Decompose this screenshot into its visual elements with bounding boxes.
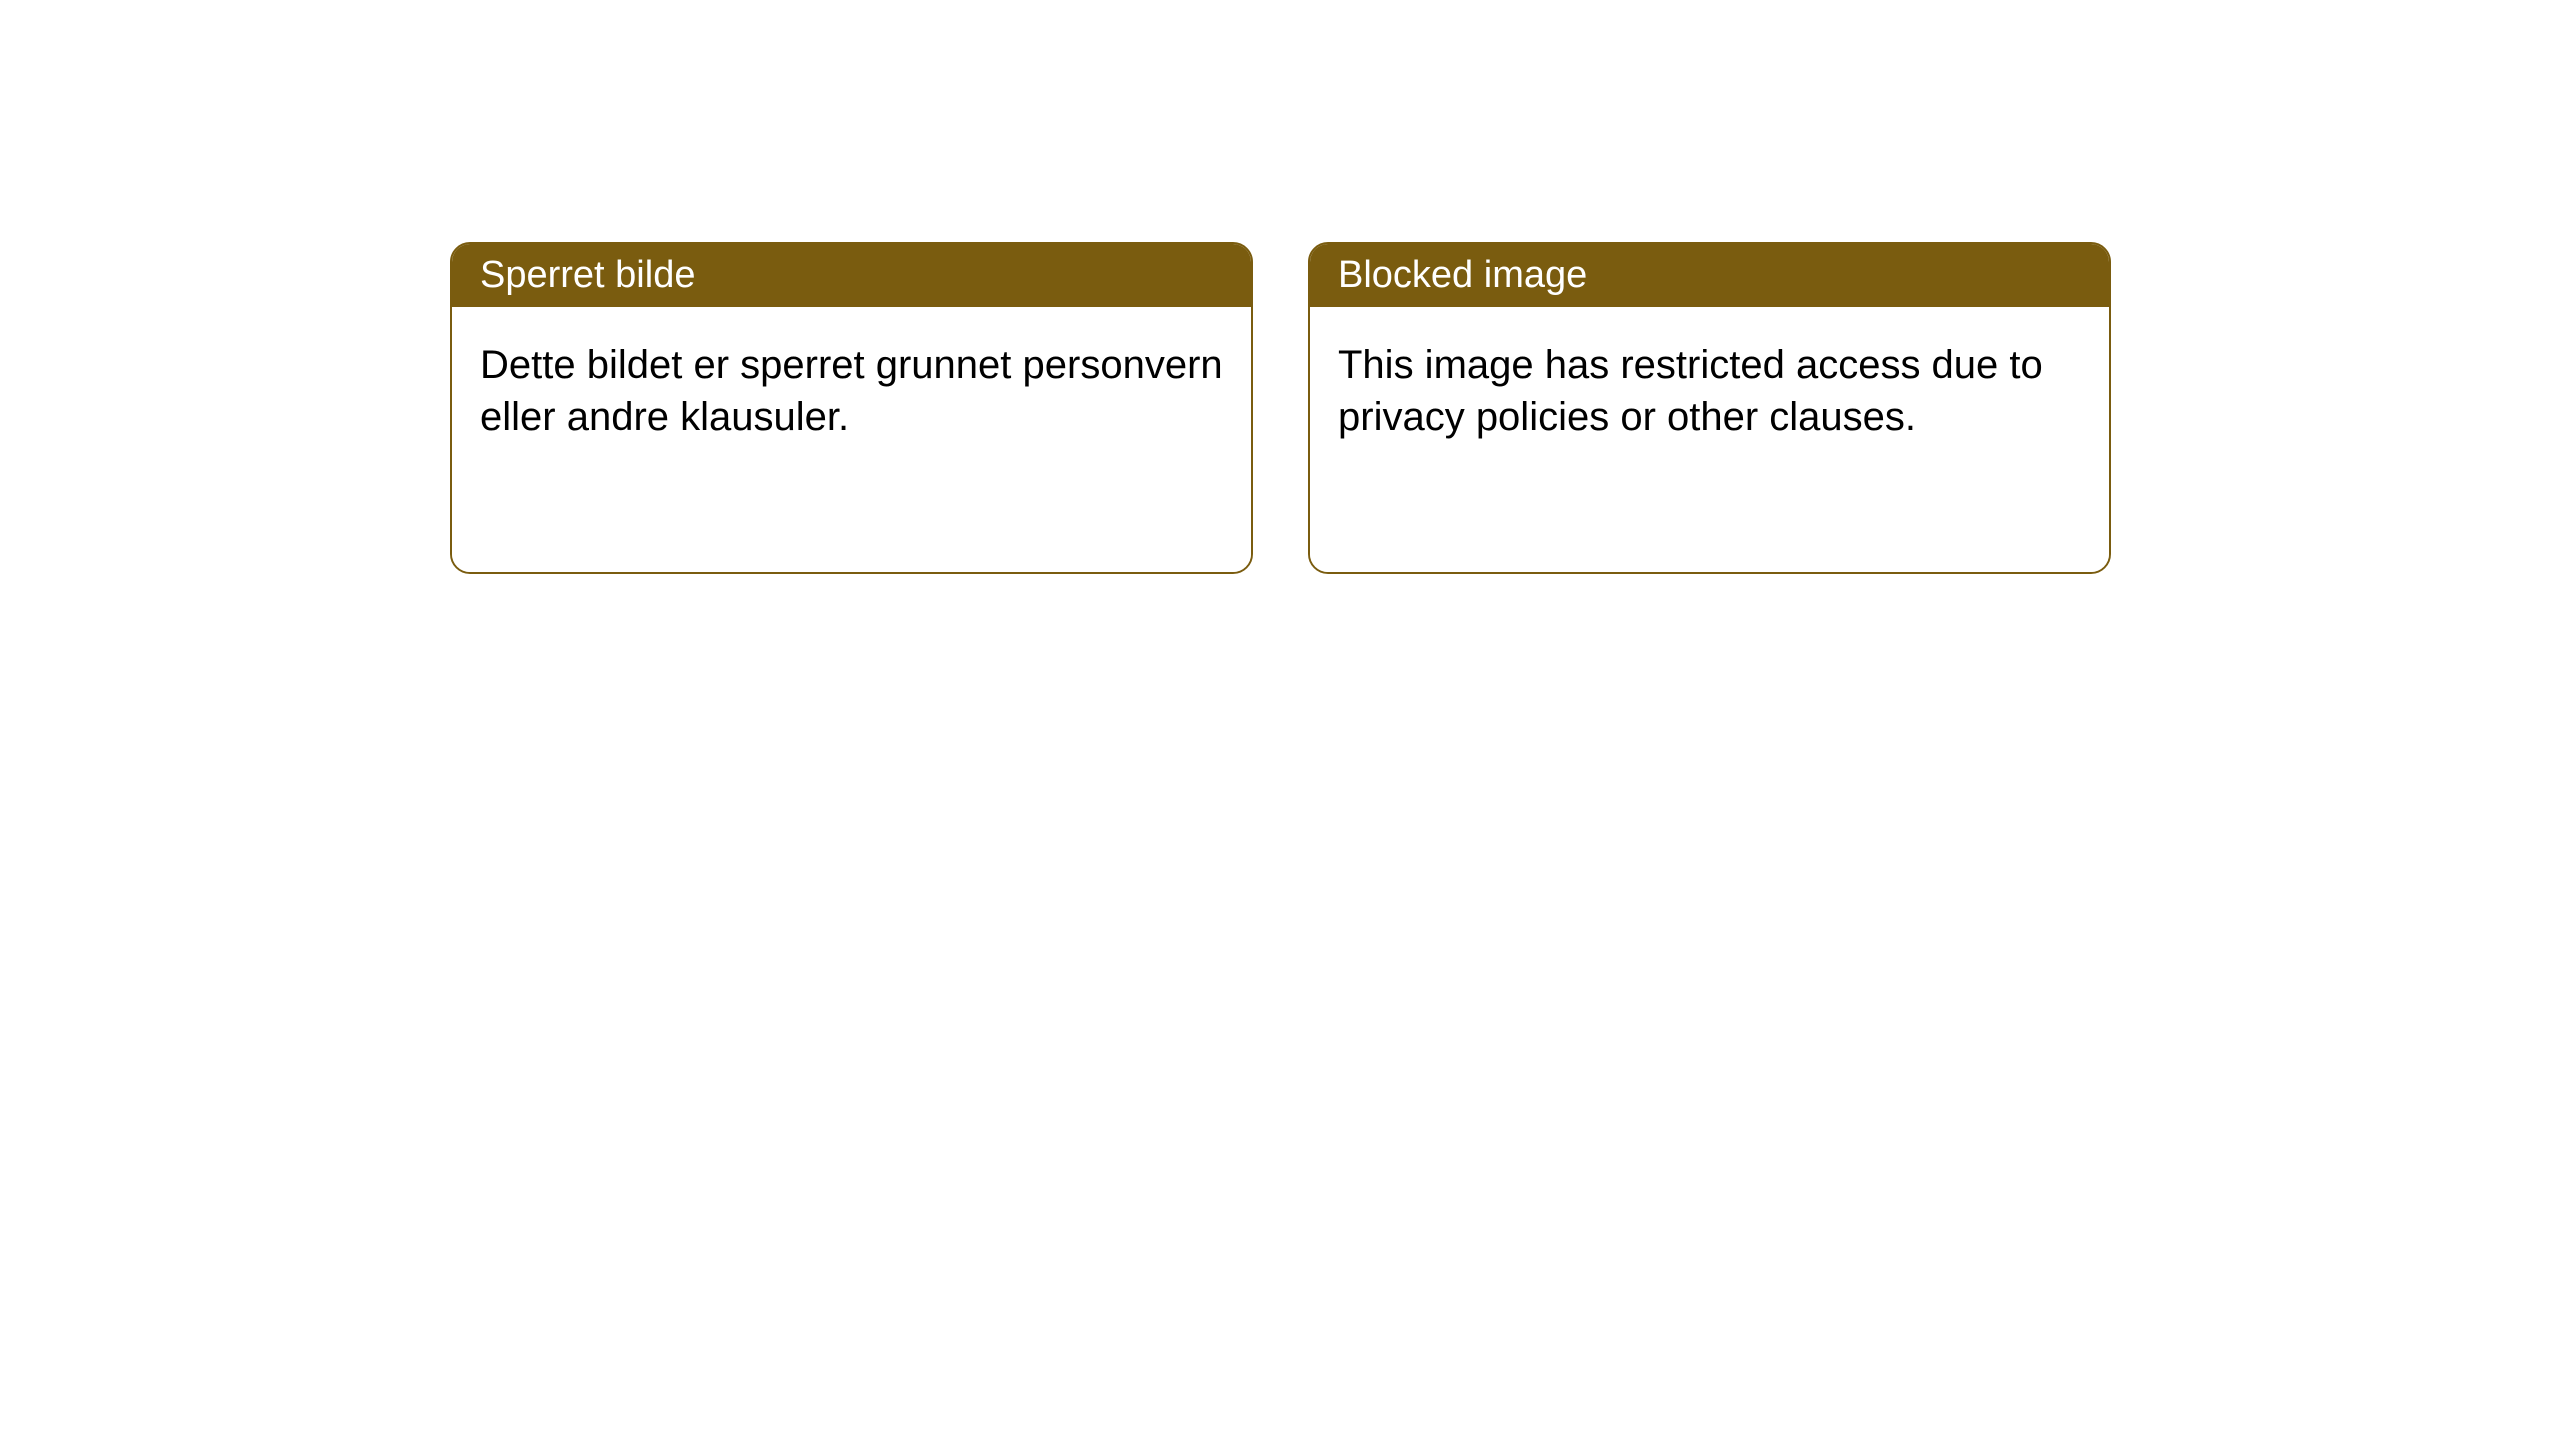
notice-body-text: Dette bildet er sperret grunnet personve… bbox=[480, 343, 1223, 439]
notice-header: Blocked image bbox=[1310, 244, 2109, 307]
notice-container: Sperret bilde Dette bildet er sperret gr… bbox=[0, 0, 2560, 574]
notice-title: Blocked image bbox=[1338, 254, 1587, 296]
notice-title: Sperret bilde bbox=[480, 254, 695, 296]
notice-body-text: This image has restricted access due to … bbox=[1338, 343, 2043, 439]
notice-box-norwegian: Sperret bilde Dette bildet er sperret gr… bbox=[450, 242, 1253, 574]
notice-box-english: Blocked image This image has restricted … bbox=[1308, 242, 2111, 574]
notice-body: This image has restricted access due to … bbox=[1310, 307, 2109, 572]
notice-header: Sperret bilde bbox=[452, 244, 1251, 307]
notice-body: Dette bildet er sperret grunnet personve… bbox=[452, 307, 1251, 572]
